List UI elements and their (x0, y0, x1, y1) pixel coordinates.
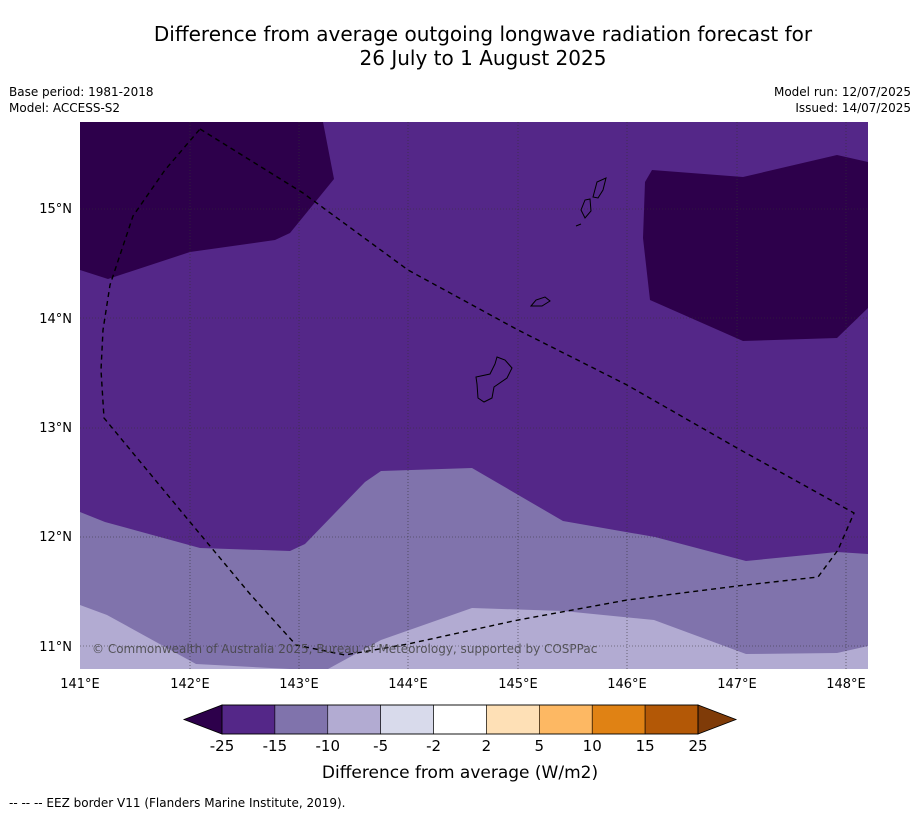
anomaly-region-minus5-10-sw (80, 605, 290, 669)
colorbar: -25 -15 -10 -5 -2 2 5 10 15 25 Difference from av… (182, 704, 738, 783)
lon-label-141e: 141°E (60, 677, 100, 692)
colorbar-tick-label: -25 (210, 737, 235, 755)
rota-island (529, 296, 551, 307)
lat-label-11n: 11°N (39, 640, 72, 655)
map-panel: © Commonwealth of Australia 2025, Bureau… (80, 122, 868, 669)
copyright-text: © Commonwealth of Australia 2025, Bureau… (92, 642, 597, 656)
issued-date: Issued: 14/07/2025 (795, 101, 911, 115)
anomaly-region-below-minus25-ne (643, 155, 868, 341)
base-period: Base period: 1981-2018 (9, 85, 154, 99)
coastlines (475, 177, 607, 403)
lat-label-14n: 14°N (39, 312, 72, 327)
colorbar-tick-label: -10 (316, 737, 341, 755)
graticule (80, 122, 868, 669)
eez-border (100, 128, 855, 656)
lon-label-142e: 142°E (170, 677, 210, 692)
colorbar-tick-label: -15 (263, 737, 288, 755)
colorbar-tick-label: -5 (373, 737, 388, 755)
colorbar-bin-7 (591, 704, 646, 735)
colorbar-bin-8 (644, 704, 699, 735)
colorbar-bin-1 (274, 704, 329, 735)
eez-legend-footnote: -- -- -- EEZ border V11 (Flanders Marine… (9, 796, 346, 810)
colorbar-tick-label: 25 (688, 737, 707, 755)
colorbar-tick-label: 15 (636, 737, 655, 755)
anomaly-region-below-minus25-nw (80, 122, 334, 279)
colorbar-tick-label: 10 (583, 737, 602, 755)
anomaly-region-minus5-10-s (328, 608, 868, 669)
colorbar-extend-max (697, 704, 738, 735)
map-title: Difference from average outgoing longwav… (0, 22, 919, 70)
lon-label-146e: 146°E (607, 677, 647, 692)
colorbar-bin-3 (380, 704, 434, 735)
lon-label-148e: 148°E (826, 677, 866, 692)
lat-label-15n: 15°N (39, 202, 72, 217)
colorbar-bin-2 (327, 704, 381, 735)
guam-island (475, 356, 513, 403)
lon-label-143e: 143°E (279, 677, 319, 692)
colorbar-tick-label: 5 (535, 737, 545, 755)
lat-label-13n: 13°N (39, 421, 72, 436)
colorbar-tick-label: -2 (426, 737, 441, 755)
tinian-island (592, 177, 607, 199)
anomaly-region-minus10-15 (80, 468, 868, 669)
colorbar-bin-6 (539, 704, 593, 735)
colorbar-title: Difference from average (W/m2) (322, 763, 598, 783)
colorbar-tick-label: 2 (482, 737, 492, 755)
model-run: Model run: 12/07/2025 (773, 85, 911, 99)
colorbar-extend-min (182, 704, 223, 735)
lat-label-12n: 12°N (39, 530, 72, 545)
model-name: Model: ACCESS-S2 (9, 101, 121, 115)
islet (575, 223, 582, 227)
meta-right: Model run: 12/07/2025 Issued: 14/07/2025 (774, 84, 911, 116)
lon-label-147e: 147°E (717, 677, 757, 692)
lon-label-145e: 145°E (498, 677, 538, 692)
meta-left: Base period: 1981-2018 Model: ACCESS-S2 (9, 84, 154, 116)
saipan-island (580, 198, 592, 219)
lon-label-144e: 144°E (388, 677, 428, 692)
colorbar-bin-4 (433, 704, 487, 735)
colorbar-bin-5 (486, 704, 540, 735)
title-line-2: 26 July to 1 August 2025 (359, 46, 607, 70)
colorbar-bin-0 (221, 704, 276, 735)
map-figure: © Commonwealth of Australia 2025, Bureau… (39, 122, 868, 783)
title-line-1: Difference from average outgoing longwav… (153, 22, 813, 46)
